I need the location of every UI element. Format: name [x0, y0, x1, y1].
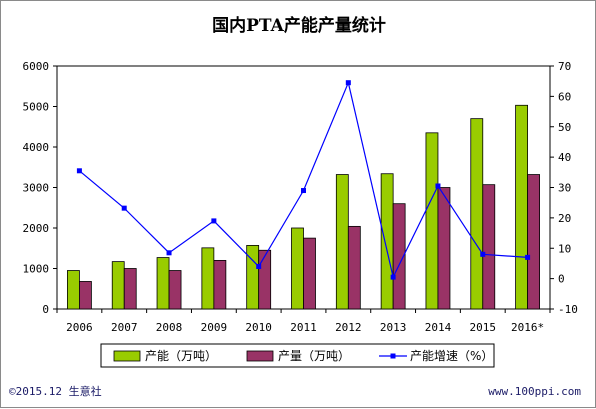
output-bar-2011: [303, 237, 316, 310]
legend-swatch-0: [113, 350, 141, 362]
capacity-bar-2016: [515, 104, 528, 310]
growth-marker-2007: [121, 205, 127, 211]
x-tick-label: 2011: [290, 321, 317, 334]
right-tick-label: 50: [558, 121, 571, 134]
right-tick-label: 20: [558, 212, 571, 225]
x-tick-label: 2012: [335, 321, 362, 334]
x-tick-label: 2008: [156, 321, 183, 334]
x-tick-label: 2009: [201, 321, 228, 334]
capacity-bar-2012: [335, 174, 349, 310]
capacity-bar-2010: [246, 245, 260, 310]
growth-marker-2012: [345, 80, 351, 86]
x-tick-label: 2007: [111, 321, 138, 334]
output-bar-2014: [437, 187, 451, 310]
legend-marker-2: [390, 353, 396, 359]
output-bar-2009: [213, 259, 227, 310]
footer-source: ©2015.12 生意社: [9, 384, 102, 398]
chart-title: 国内PTA产能产量统计: [212, 15, 386, 36]
legend: 产能（万吨） 产量（万吨） 产能增速（%）: [100, 343, 495, 368]
right-tick-label: 10: [558, 242, 571, 255]
output-bar-2010: [258, 249, 272, 310]
left-tick-label: 0: [42, 303, 49, 316]
legend-box: [100, 343, 495, 368]
growth-marker-2015: [480, 251, 486, 257]
x-tick-label: 2015: [470, 321, 497, 334]
growth-marker-2014: [435, 183, 441, 189]
growth-marker-2008: [166, 250, 172, 256]
legend-label-0: 产能（万吨）: [145, 349, 217, 363]
capacity-bar-2014: [425, 132, 439, 310]
x-tick-label: 2006: [66, 321, 93, 334]
growth-marker-2010: [256, 263, 262, 269]
right-tick-label: 70: [558, 60, 571, 73]
legend-label-1: 产量（万吨）: [278, 349, 350, 363]
x-tick-label: 2014: [425, 321, 452, 334]
right-tick-label: 0: [558, 273, 565, 286]
axes-layer: 0 1000 2000 3000 4000 5000 6000 -10 0 10 20 30 40 50 6…: [23, 60, 578, 334]
output-bar-2008: [168, 270, 182, 310]
legend-swatch-1: [246, 350, 274, 362]
x-tick-label: 2010: [245, 321, 272, 334]
footer-url: www.100ppi.com: [488, 385, 581, 398]
bars-layer: [67, 104, 540, 310]
x-tick-label: 2016*: [511, 321, 544, 334]
growth-marker-2016: [525, 254, 531, 260]
growth-marker-2009: [211, 218, 217, 224]
output-bar-2016: [527, 174, 540, 310]
left-tick-label: 5000: [23, 101, 50, 114]
left-tick-label: 4000: [23, 141, 50, 154]
output-bar-2015: [482, 184, 496, 310]
capacity-bar-2011: [291, 227, 304, 310]
capacity-bar-2006: [67, 270, 80, 310]
x-tick-label: 2013: [380, 321, 407, 334]
right-tick-label: 40: [558, 151, 571, 164]
output-bar-2013: [392, 203, 406, 310]
capacity-bar-2013: [380, 173, 394, 310]
left-tick-label: 3000: [23, 182, 50, 195]
growth-line-layer: [76, 80, 531, 280]
right-tick-label: 60: [558, 90, 571, 103]
capacity-bar-2008: [156, 257, 170, 310]
left-tick-label: 1000: [23, 263, 50, 276]
legend-label-2: 产能增速（%）: [410, 349, 493, 363]
right-tick-label: 30: [558, 182, 571, 195]
output-bar-2007: [123, 268, 137, 310]
growth-marker-2013: [390, 274, 396, 280]
capacity-bar-2007: [111, 261, 125, 310]
growth-marker-2011: [301, 188, 306, 194]
capacity-bar-2009: [201, 247, 215, 310]
output-bar-2012: [347, 225, 361, 310]
left-tick-label: 6000: [23, 60, 50, 73]
left-tick-label: 2000: [23, 222, 50, 235]
output-bar-2006: [79, 281, 92, 310]
right-tick-label: -10: [558, 303, 578, 316]
capacity-bar-2015: [470, 118, 484, 310]
growth-marker-2006: [76, 168, 82, 174]
